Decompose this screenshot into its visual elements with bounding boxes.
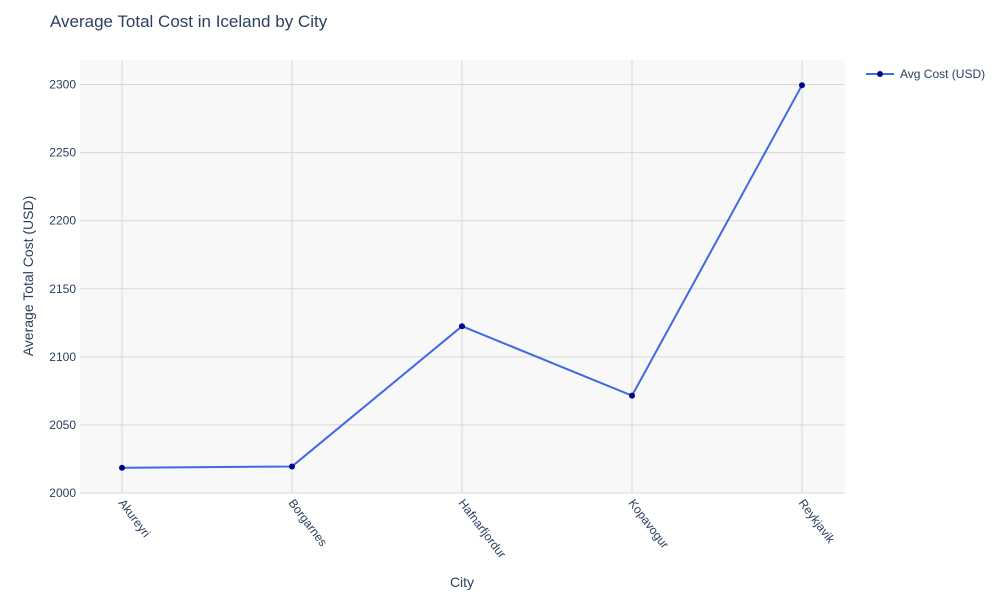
data-point — [289, 463, 295, 470]
y-tick-label: 2250 — [49, 146, 76, 160]
y-tick-label: 2000 — [49, 486, 76, 500]
x-axis-label: City — [449, 574, 475, 590]
data-point — [629, 392, 635, 399]
y-tick-label: 2150 — [49, 282, 76, 296]
x-tick-label: Kopavogur — [626, 496, 672, 551]
legend-swatch-icon — [866, 71, 894, 77]
x-tick-label: Reykjavik — [796, 496, 839, 546]
y-tick-label: 2200 — [49, 214, 76, 228]
x-tick-label: Akureyri — [116, 496, 154, 540]
y-tick-label: 2050 — [49, 418, 76, 432]
x-tick-label: Borgarnes — [286, 496, 331, 549]
data-point — [459, 323, 465, 330]
data-point — [799, 82, 805, 89]
legend[interactable]: Avg Cost (USD) — [866, 66, 985, 82]
data-point — [119, 464, 125, 471]
legend-label: Avg Cost (USD) — [900, 67, 986, 81]
chart-title: Average Total Cost in Iceland by City — [50, 12, 328, 31]
x-tick-label: Hafnarfjordur — [456, 496, 509, 560]
y-tick-label: 2300 — [49, 78, 76, 92]
y-tick-label: 2100 — [49, 350, 76, 364]
